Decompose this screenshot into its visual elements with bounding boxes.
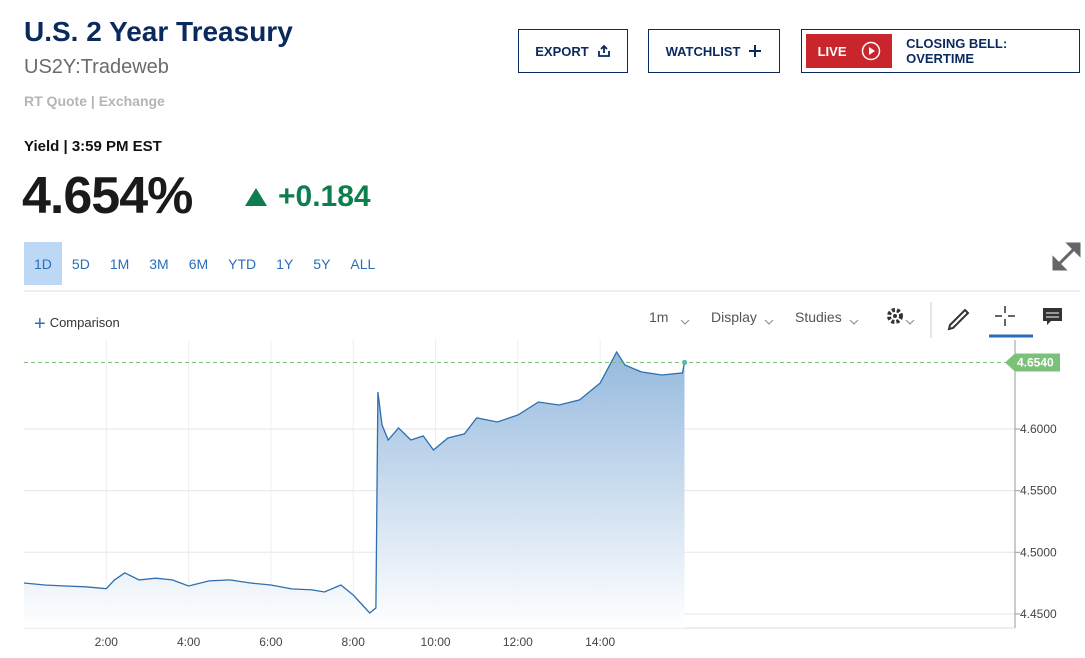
y-tick-label: 4.6000 — [1020, 422, 1057, 436]
chevrons — [680, 319, 915, 325]
live-label: LIVE — [817, 43, 847, 59]
watchlist-button[interactable]: WATCHLIST — [648, 29, 780, 73]
live-button[interactable]: LIVE CLOSING BELL: OVERTIME — [801, 29, 1080, 73]
reference-badge — [1005, 353, 1060, 372]
live-badge: LIVE — [806, 34, 893, 68]
play-icon — [861, 41, 880, 61]
range-tab[interactable]: 6M — [188, 255, 209, 272]
line — [23, 350, 686, 614]
range-tab[interactable]: 5D — [71, 255, 90, 272]
display-button[interactable]: Display — [711, 309, 757, 325]
area — [24, 352, 685, 628]
export-button[interactable]: EXPORT — [518, 29, 628, 73]
x-tick-label: 8:00 — [342, 635, 366, 649]
up-arrow — [245, 188, 267, 206]
y-tick-label: 4.5000 — [1020, 545, 1057, 559]
range-tab[interactable]: 1Y — [276, 255, 294, 272]
comparison-button[interactable]: + Comparison — [34, 313, 120, 335]
range-tab[interactable]: 5Y — [313, 255, 331, 272]
crosshair-icon[interactable] — [995, 306, 1015, 326]
y-tick-label: 4.4500 — [1020, 607, 1057, 621]
change: +0.184 — [244, 180, 371, 214]
x-tick-label: 4:00 — [177, 635, 201, 649]
interval-button[interactable]: 1m — [649, 309, 669, 325]
range-tab[interactable]: 1D — [24, 242, 62, 285]
change-value: +0.184 — [278, 180, 371, 213]
x-tick-label: 6:00 — [259, 635, 283, 649]
range-tab[interactable]: 1M — [109, 255, 130, 272]
range-tab[interactable]: YTD — [228, 255, 257, 272]
range-tab[interactable]: 3M — [149, 255, 169, 272]
settings-icon[interactable] — [887, 308, 903, 324]
comment-icon[interactable] — [1043, 308, 1062, 325]
draw-icon[interactable] — [947, 308, 970, 331]
title: U.S. 2 Year Treasury — [24, 16, 293, 47]
closing-bell-label: CLOSING BELL: OVERTIME — [906, 36, 1008, 66]
x-tick-label: 14:00 — [585, 635, 615, 649]
watchlist-label: WATCHLIST — [665, 43, 741, 59]
y-tick-label: 4.5500 — [1020, 484, 1057, 498]
plus-icon — [749, 45, 762, 57]
range-tabs: 1D 5D 1M 3M 6M YTD 1Y 5Y ALL — [24, 242, 385, 285]
studies-button[interactable]: Studies — [795, 309, 842, 325]
comparison-label: Comparison — [49, 315, 120, 330]
x-tick-label: 10:00 — [421, 635, 451, 649]
export-icon — [597, 44, 610, 57]
symbol: US2Y:Tradeweb — [24, 56, 169, 78]
expand-icon[interactable] — [1052, 242, 1081, 271]
range-tab[interactable]: ALL — [350, 255, 376, 272]
quote-type: RT Quote | Exchange — [24, 93, 165, 109]
x-tick-label: 2:00 — [95, 635, 119, 649]
price: 4.654% — [22, 167, 193, 225]
yield-line: Yield | 3:59 PM EST — [24, 138, 162, 155]
x-tick-label: 12:00 — [503, 635, 533, 649]
reference-label: 4.6540 — [1017, 355, 1054, 369]
export-label: EXPORT — [535, 43, 589, 59]
